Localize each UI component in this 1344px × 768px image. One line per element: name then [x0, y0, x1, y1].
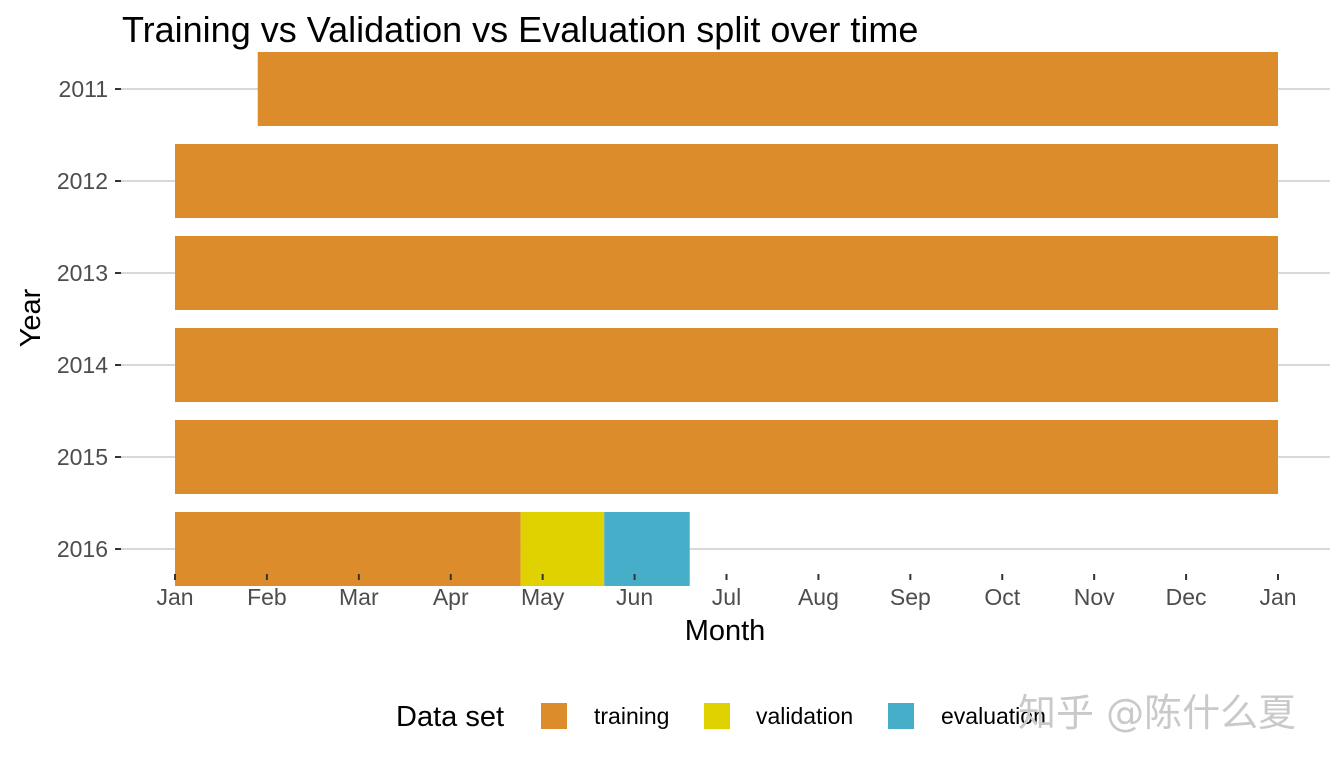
- x-tick-label: Mar: [339, 584, 379, 610]
- chart-title: Training vs Validation vs Evaluation spl…: [122, 9, 918, 50]
- bar-training-2015: [175, 420, 1278, 494]
- legend-key-training: [541, 703, 567, 729]
- y-tick-label: 2014: [57, 352, 108, 378]
- bar-training-2013: [175, 236, 1278, 310]
- bar-training-2016: [175, 512, 521, 586]
- bar-validation-2016: [520, 512, 605, 586]
- bar-training-2011: [257, 52, 1279, 126]
- x-tick-label: Oct: [984, 584, 1020, 610]
- x-axis: Jan Feb Mar Apr May Jun Jul Aug Sep Oct Nov Dec Jan: [156, 574, 1297, 610]
- y-axis-title: Year: [15, 288, 47, 347]
- y-axis: 2011 2012 2013 2014 2015 2016: [57, 76, 121, 562]
- bars: [175, 52, 1279, 586]
- x-tick-label: Jan: [156, 584, 193, 610]
- x-tick-label: Jun: [616, 584, 653, 610]
- y-tick-label: 2011: [59, 76, 108, 102]
- x-tick-label: Feb: [247, 584, 287, 610]
- watermark: 知乎 @陈什么夏: [1018, 691, 1296, 735]
- bar-training-2014: [175, 328, 1278, 402]
- x-tick-label: May: [521, 584, 565, 610]
- legend-key-evaluation: [888, 703, 914, 729]
- y-tick-label: 2013: [57, 260, 108, 286]
- x-tick-label: Jul: [712, 584, 741, 610]
- x-axis-title: Month: [685, 615, 766, 647]
- legend: Data set training validation evaluation: [396, 701, 1046, 733]
- bar-training-2012: [175, 144, 1278, 218]
- y-tick-label: 2012: [57, 168, 108, 194]
- x-tick-label: Dec: [1166, 584, 1207, 610]
- legend-label-training: training: [594, 703, 669, 729]
- x-tick-label: Jan: [1259, 584, 1296, 610]
- legend-label-validation: validation: [756, 703, 853, 729]
- x-tick-label: Apr: [433, 584, 469, 610]
- legend-title: Data set: [396, 701, 504, 733]
- x-tick-label: Aug: [798, 584, 839, 610]
- y-tick-label: 2016: [57, 536, 108, 562]
- x-tick-label: Nov: [1074, 584, 1115, 610]
- x-tick-label: Sep: [890, 584, 931, 610]
- legend-label-evaluation: evaluation: [941, 703, 1046, 729]
- bar-evaluation-2016: [604, 512, 690, 586]
- y-tick-label: 2015: [57, 444, 108, 470]
- legend-key-validation: [704, 703, 730, 729]
